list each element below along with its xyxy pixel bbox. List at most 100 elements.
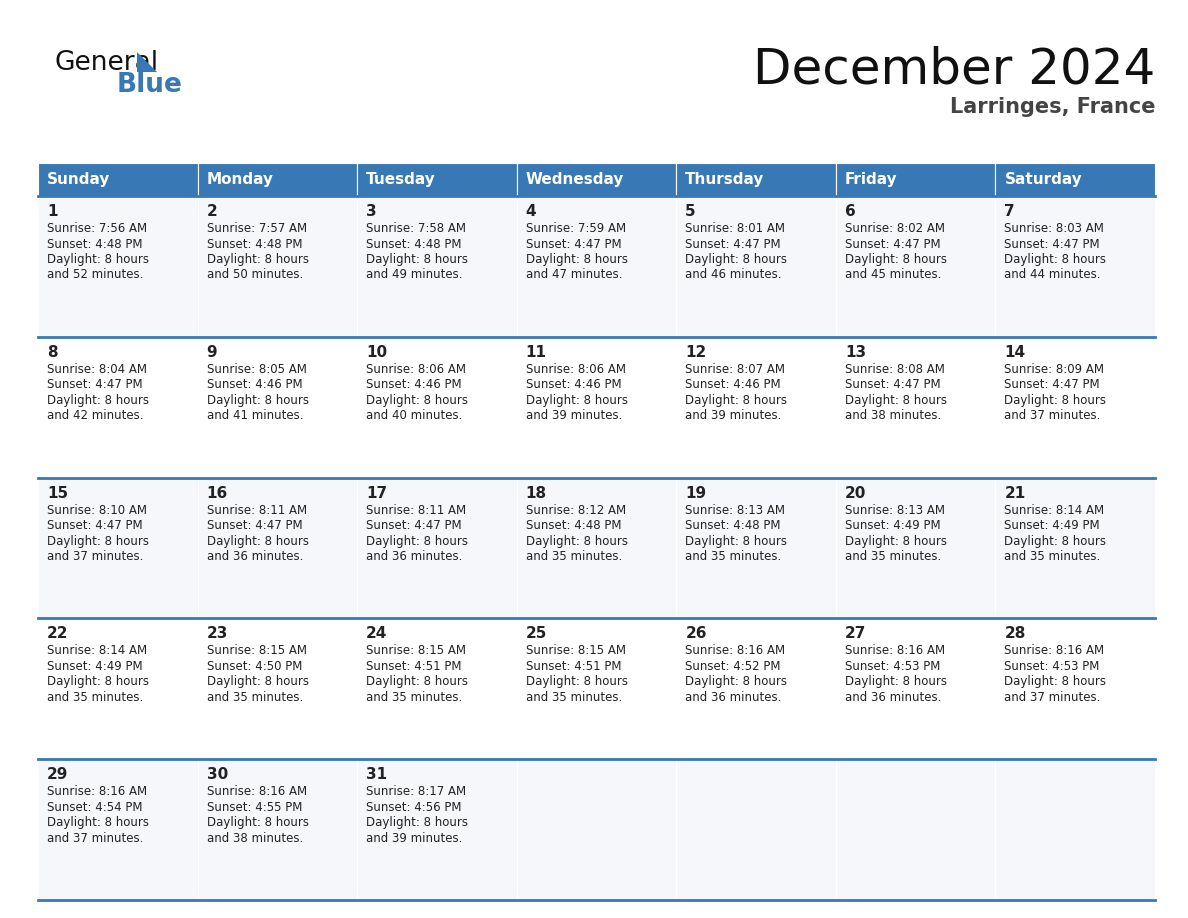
Text: 5: 5 bbox=[685, 204, 696, 219]
Text: Sunrise: 8:10 AM: Sunrise: 8:10 AM bbox=[48, 504, 147, 517]
Text: Sunrise: 8:17 AM: Sunrise: 8:17 AM bbox=[366, 785, 466, 798]
Bar bbox=[996, 337, 1155, 477]
Text: Daylight: 8 hours: Daylight: 8 hours bbox=[48, 816, 148, 829]
Text: Thursday: Thursday bbox=[685, 172, 765, 187]
Text: Sunset: 4:48 PM: Sunset: 4:48 PM bbox=[207, 238, 302, 251]
Text: and 35 minutes.: and 35 minutes. bbox=[526, 550, 623, 563]
Text: Sunrise: 8:03 AM: Sunrise: 8:03 AM bbox=[1004, 222, 1105, 235]
Text: 9: 9 bbox=[207, 345, 217, 360]
Text: 25: 25 bbox=[526, 626, 548, 642]
Bar bbox=[197, 337, 358, 477]
Text: Sunrise: 8:06 AM: Sunrise: 8:06 AM bbox=[526, 363, 626, 375]
Bar bbox=[38, 163, 197, 196]
Text: 2: 2 bbox=[207, 204, 217, 219]
Bar bbox=[517, 337, 676, 477]
Bar bbox=[676, 759, 836, 900]
Text: Daylight: 8 hours: Daylight: 8 hours bbox=[48, 534, 148, 548]
Text: Daylight: 8 hours: Daylight: 8 hours bbox=[685, 253, 788, 266]
Bar bbox=[676, 196, 836, 337]
Text: Sunrise: 7:56 AM: Sunrise: 7:56 AM bbox=[48, 222, 147, 235]
Text: 20: 20 bbox=[845, 486, 866, 500]
Text: Sunrise: 7:58 AM: Sunrise: 7:58 AM bbox=[366, 222, 466, 235]
Text: 12: 12 bbox=[685, 345, 707, 360]
Bar bbox=[358, 337, 517, 477]
Text: 11: 11 bbox=[526, 345, 546, 360]
Text: Wednesday: Wednesday bbox=[526, 172, 624, 187]
Text: Sunset: 4:46 PM: Sunset: 4:46 PM bbox=[366, 378, 462, 391]
Text: and 39 minutes.: and 39 minutes. bbox=[526, 409, 623, 422]
Text: Sunset: 4:46 PM: Sunset: 4:46 PM bbox=[526, 378, 621, 391]
Bar bbox=[996, 619, 1155, 759]
Text: and 37 minutes.: and 37 minutes. bbox=[1004, 409, 1101, 422]
Text: and 35 minutes.: and 35 minutes. bbox=[685, 550, 782, 563]
Text: Sunset: 4:47 PM: Sunset: 4:47 PM bbox=[207, 519, 302, 532]
Text: Sunrise: 8:09 AM: Sunrise: 8:09 AM bbox=[1004, 363, 1105, 375]
Text: 8: 8 bbox=[48, 345, 58, 360]
Text: Daylight: 8 hours: Daylight: 8 hours bbox=[366, 816, 468, 829]
Text: Sunset: 4:53 PM: Sunset: 4:53 PM bbox=[845, 660, 940, 673]
Text: 1: 1 bbox=[48, 204, 57, 219]
Text: and 35 minutes.: and 35 minutes. bbox=[1004, 550, 1100, 563]
Text: Daylight: 8 hours: Daylight: 8 hours bbox=[685, 394, 788, 407]
Text: Sunset: 4:51 PM: Sunset: 4:51 PM bbox=[366, 660, 462, 673]
Text: and 47 minutes.: and 47 minutes. bbox=[526, 268, 623, 282]
Text: Sunrise: 8:16 AM: Sunrise: 8:16 AM bbox=[207, 785, 307, 798]
Text: 24: 24 bbox=[366, 626, 387, 642]
Text: Daylight: 8 hours: Daylight: 8 hours bbox=[1004, 394, 1106, 407]
Text: and 46 minutes.: and 46 minutes. bbox=[685, 268, 782, 282]
Text: Sunrise: 8:14 AM: Sunrise: 8:14 AM bbox=[1004, 504, 1105, 517]
Text: Daylight: 8 hours: Daylight: 8 hours bbox=[526, 676, 627, 688]
Bar bbox=[517, 163, 676, 196]
Bar bbox=[38, 477, 197, 619]
Bar bbox=[358, 163, 517, 196]
Text: Sunrise: 8:04 AM: Sunrise: 8:04 AM bbox=[48, 363, 147, 375]
Text: Daylight: 8 hours: Daylight: 8 hours bbox=[1004, 534, 1106, 548]
Bar bbox=[197, 163, 358, 196]
Text: Daylight: 8 hours: Daylight: 8 hours bbox=[526, 534, 627, 548]
Text: Daylight: 8 hours: Daylight: 8 hours bbox=[48, 676, 148, 688]
Bar bbox=[38, 337, 197, 477]
Text: and 37 minutes.: and 37 minutes. bbox=[48, 550, 144, 563]
Text: Daylight: 8 hours: Daylight: 8 hours bbox=[366, 676, 468, 688]
Text: Sunset: 4:47 PM: Sunset: 4:47 PM bbox=[845, 378, 941, 391]
Bar bbox=[996, 163, 1155, 196]
Text: and 36 minutes.: and 36 minutes. bbox=[366, 550, 462, 563]
Text: and 38 minutes.: and 38 minutes. bbox=[207, 832, 303, 845]
Text: and 35 minutes.: and 35 minutes. bbox=[526, 691, 623, 704]
Bar bbox=[836, 337, 996, 477]
Bar bbox=[517, 477, 676, 619]
Bar bbox=[38, 759, 197, 900]
Text: Daylight: 8 hours: Daylight: 8 hours bbox=[685, 676, 788, 688]
Bar bbox=[676, 163, 836, 196]
Text: Sunrise: 8:16 AM: Sunrise: 8:16 AM bbox=[685, 644, 785, 657]
Text: and 35 minutes.: and 35 minutes. bbox=[366, 691, 462, 704]
Polygon shape bbox=[137, 52, 157, 72]
Text: Daylight: 8 hours: Daylight: 8 hours bbox=[1004, 253, 1106, 266]
Text: Daylight: 8 hours: Daylight: 8 hours bbox=[366, 534, 468, 548]
Text: Daylight: 8 hours: Daylight: 8 hours bbox=[845, 253, 947, 266]
Text: Sunrise: 8:16 AM: Sunrise: 8:16 AM bbox=[845, 644, 944, 657]
Bar bbox=[517, 759, 676, 900]
Text: Sunset: 4:48 PM: Sunset: 4:48 PM bbox=[526, 519, 621, 532]
Text: Sunrise: 8:06 AM: Sunrise: 8:06 AM bbox=[366, 363, 466, 375]
Text: Daylight: 8 hours: Daylight: 8 hours bbox=[366, 253, 468, 266]
Text: and 37 minutes.: and 37 minutes. bbox=[1004, 691, 1101, 704]
Text: Sunset: 4:48 PM: Sunset: 4:48 PM bbox=[685, 519, 781, 532]
Text: Sunset: 4:47 PM: Sunset: 4:47 PM bbox=[1004, 238, 1100, 251]
Text: Sunset: 4:46 PM: Sunset: 4:46 PM bbox=[207, 378, 302, 391]
Text: Sunrise: 8:15 AM: Sunrise: 8:15 AM bbox=[207, 644, 307, 657]
Text: and 35 minutes.: and 35 minutes. bbox=[207, 691, 303, 704]
Text: Sunrise: 8:05 AM: Sunrise: 8:05 AM bbox=[207, 363, 307, 375]
Bar bbox=[358, 196, 517, 337]
Text: Sunset: 4:47 PM: Sunset: 4:47 PM bbox=[48, 519, 143, 532]
Text: and 41 minutes.: and 41 minutes. bbox=[207, 409, 303, 422]
Text: Blue: Blue bbox=[116, 72, 183, 98]
Text: 13: 13 bbox=[845, 345, 866, 360]
Text: Sunrise: 7:59 AM: Sunrise: 7:59 AM bbox=[526, 222, 626, 235]
Text: 3: 3 bbox=[366, 204, 377, 219]
Text: 4: 4 bbox=[526, 204, 536, 219]
Bar bbox=[836, 477, 996, 619]
Text: Sunrise: 8:15 AM: Sunrise: 8:15 AM bbox=[526, 644, 626, 657]
Text: 30: 30 bbox=[207, 767, 228, 782]
Text: Sunset: 4:53 PM: Sunset: 4:53 PM bbox=[1004, 660, 1100, 673]
